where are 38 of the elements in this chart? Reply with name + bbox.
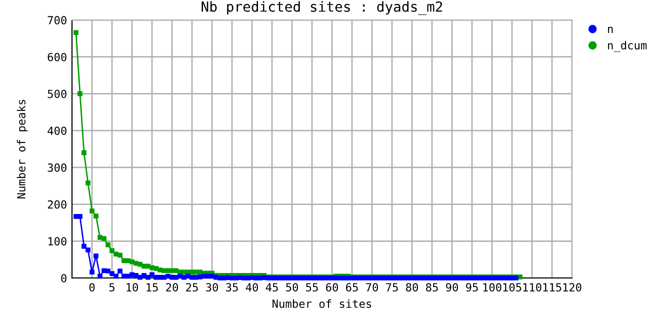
x-tick-label: 30 <box>206 283 218 292</box>
x-axis-title: Number of sites <box>272 299 372 308</box>
legend-label: n_dcum <box>608 40 647 52</box>
x-tick-label: 20 <box>166 283 178 292</box>
x-tick-label: 0 <box>89 283 95 292</box>
x-tick-label: 85 <box>426 283 438 292</box>
x-tick-label: 120 <box>563 283 582 292</box>
x-tick-label: 65 <box>346 283 358 292</box>
y-tick-label: 600 <box>48 52 66 62</box>
x-tick-label: 10 <box>126 283 138 292</box>
x-tick-label: 5 <box>109 283 114 292</box>
y-tick-label: 0 <box>61 274 66 282</box>
x-tick-label: 40 <box>246 283 258 292</box>
x-tick-label: 75 <box>386 283 398 292</box>
x-tick-label: 15 <box>146 283 158 292</box>
y-tick-label: 100 <box>48 237 66 246</box>
x-tick-label: 100 <box>483 283 502 292</box>
legend-label: n <box>608 26 613 33</box>
x-tick-label: 25 <box>186 283 198 292</box>
x-tick-label: 50 <box>286 283 298 292</box>
y-tick-label: 400 <box>48 126 66 135</box>
x-tick-label: 115 <box>543 283 562 292</box>
y-tick-label: 500 <box>48 90 66 98</box>
y-tick-label: 200 <box>48 200 66 209</box>
x-tick-label: 90 <box>446 283 458 292</box>
x-tick-label: 60 <box>326 283 338 292</box>
x-tick-label: 95 <box>466 283 478 292</box>
x-tick-label: 105 <box>503 283 522 292</box>
y-tick-label: 700 <box>48 16 66 24</box>
y-tick-label: 300 <box>48 163 66 172</box>
x-tick-label: 35 <box>226 283 238 292</box>
x-tick-label: 110 <box>523 283 542 292</box>
chart-title: Nb predicted sites : dyads_m2 <box>202 1 442 15</box>
x-tick-label: 55 <box>306 283 318 292</box>
y-axis-title: Number of peaks <box>16 100 28 198</box>
x-tick-label: 80 <box>406 283 418 292</box>
x-tick-label: 70 <box>366 283 378 292</box>
x-tick-label: 45 <box>266 283 278 292</box>
